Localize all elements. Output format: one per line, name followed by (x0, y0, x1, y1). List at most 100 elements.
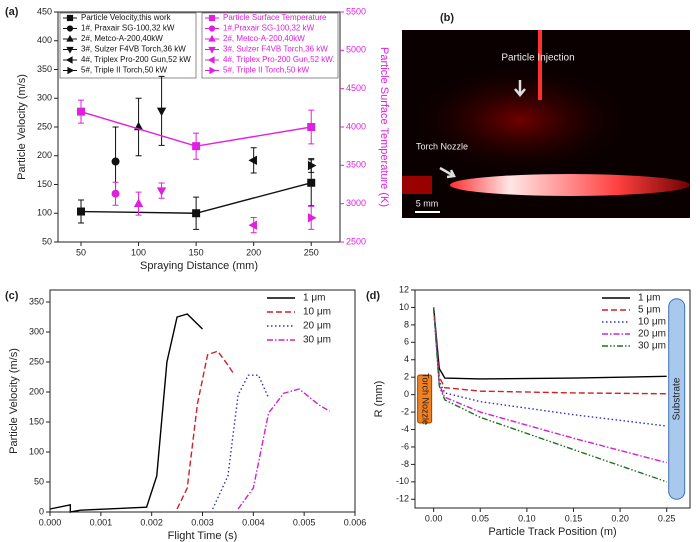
plasma-jet (450, 174, 690, 196)
panel-label: (d) (366, 290, 380, 302)
data-line (432, 307, 667, 380)
marker (111, 157, 120, 166)
panel-label: (b) (440, 12, 454, 24)
marker (207, 56, 215, 64)
y-tick-label: 100 (29, 446, 44, 456)
x-tick-label: 0.001 (90, 517, 113, 527)
y-tick-label: -4 (401, 424, 409, 434)
y-tick-label: 150 (29, 416, 44, 426)
y-tick-label: 300 (37, 93, 52, 103)
x-tick-label: 0.15 (565, 513, 583, 523)
x-axis-title: Flight Time (s) (168, 530, 238, 542)
legend-frame (201, 12, 339, 79)
x-tick-label: 0.003 (191, 517, 214, 527)
x-tick-label: 100 (131, 247, 146, 257)
photo-label: Particle Injection (501, 53, 574, 64)
arrow (514, 80, 526, 97)
marker (307, 178, 316, 187)
y-tick-label: 10 (399, 302, 409, 312)
legend-label: 4#, Triplex Pro-200 Gun,52 kW. (223, 55, 335, 64)
marker (208, 46, 216, 54)
legend-label: 20 μm (303, 321, 331, 332)
data-line (432, 307, 667, 427)
legend-frame (59, 12, 197, 79)
marker (65, 56, 73, 64)
y-tick-label: -6 (401, 441, 409, 451)
marker (307, 160, 317, 171)
x-tick-label: 250 (304, 247, 319, 257)
legend-label: 20 μm (638, 329, 666, 340)
y2-tick-label: 5000 (346, 45, 366, 55)
data-line (432, 307, 667, 483)
marker (133, 198, 144, 207)
photo-label: 5 mm (416, 198, 439, 208)
marker (248, 155, 257, 166)
x-tick-label: 0.005 (293, 517, 316, 527)
legend-label: 4#, Triplex Pro-200 Gun,52 kW (81, 55, 191, 64)
legend-label: 10 μm (638, 317, 666, 328)
marker (66, 14, 74, 22)
x-tick-label: 150 (189, 247, 204, 257)
data-line (212, 374, 270, 510)
y-tick-label: 0 (39, 506, 44, 516)
x-tick-label: 0.002 (140, 517, 163, 527)
data-line (49, 313, 203, 513)
x-axis-title: Spraying Distance (mm) (140, 260, 258, 272)
y-tick-label: 100 (37, 208, 52, 218)
annotation: Substrate (671, 377, 682, 420)
legend-label: 5#, Triple II Torch,50 kW (81, 66, 168, 75)
marker (66, 46, 74, 54)
data-line (176, 350, 234, 510)
y-tick-label: 450 (37, 6, 52, 16)
y-tick-label: 350 (29, 296, 44, 306)
legend-label: 3#, Sulzer F4VB Torch,36 kW (81, 45, 186, 54)
y-axis-title: Particle Velocity (m/s) (8, 348, 20, 454)
photo-panel: (b) Particle Injection Torch Nozzle 5 mm (400, 12, 690, 218)
data-line (237, 388, 330, 510)
y-tick-label: 400 (37, 35, 52, 45)
y-tick-label: 12 (399, 284, 409, 294)
x-tick-label: 0.00 (425, 513, 443, 523)
photo-haze (400, 60, 640, 180)
legend-label: Particle Surface Temperature (223, 13, 327, 22)
y-tick-label: 2 (404, 372, 409, 382)
y-tick-label: -2 (401, 406, 409, 416)
legend-label: 1 μm (638, 293, 660, 304)
legend-label: 2#, Metco-A-200,40kW (81, 34, 163, 43)
y-tick-label: 350 (37, 64, 52, 74)
y-tick-label: 50 (42, 236, 52, 246)
marker (156, 187, 167, 196)
data-line (432, 307, 667, 395)
y-tick-label: 50 (34, 476, 44, 486)
y-tick-label: 200 (37, 150, 52, 160)
marker (111, 189, 120, 198)
panel-label: (a) (5, 6, 19, 18)
marker (248, 220, 257, 230)
x-tick-label: 0.000 (39, 517, 62, 527)
y-tick-label: 8 (404, 319, 409, 329)
marker (77, 107, 86, 116)
x-tick-label: 0.20 (611, 513, 629, 523)
y-tick-label: 150 (37, 179, 52, 189)
y-tick-label: 250 (37, 121, 52, 131)
plot-frame (414, 289, 691, 509)
y-tick-label: 6 (404, 337, 409, 347)
y2-tick-label: 4000 (346, 121, 366, 131)
torch-nozzle (402, 176, 432, 194)
marker (307, 213, 317, 223)
y-tick-label: 0 (404, 389, 409, 399)
x-tick-label: 0.004 (242, 517, 265, 527)
legend-label: 5 μm (638, 305, 660, 316)
y-axis-title: Particle Velocity (m/s) (16, 74, 28, 180)
legend-label: 1#, Praxair SG-100,32 kW (81, 24, 175, 33)
legend-label: Particle Velocity,this work (81, 13, 172, 22)
y2-tick-label: 3000 (346, 198, 366, 208)
photo-label: Torch Nozzle (416, 141, 468, 151)
legend-label: 3#, Sulzer F4VB Torch,36 kW (223, 45, 328, 54)
y-tick-label: -10 (396, 476, 409, 486)
marker (66, 34, 74, 42)
legend-label: 30 μm (638, 341, 666, 352)
y-tick-label: 4 (404, 354, 409, 364)
y-tick-label: -12 (396, 494, 409, 504)
y2-tick-label: 2500 (346, 236, 366, 246)
